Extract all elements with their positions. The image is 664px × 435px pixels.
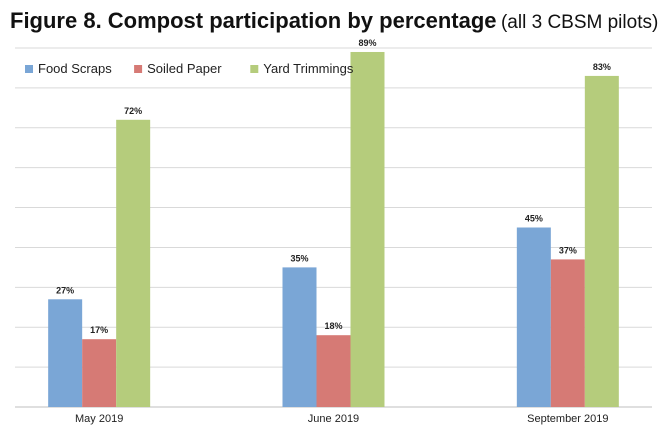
legend-swatch xyxy=(250,65,259,73)
data-label: 72% xyxy=(124,106,142,116)
data-label: 83% xyxy=(593,62,611,72)
chart-title-sub: (all 3 CBSM pilots) xyxy=(500,12,659,33)
data-label: 35% xyxy=(290,253,308,263)
chart-title: Figure 8. Compost participation by perce… xyxy=(10,8,660,34)
bar-soiled-paper xyxy=(82,339,117,407)
bar-food-scraps xyxy=(282,267,317,407)
legend-swatch xyxy=(134,65,143,73)
legend-entry: Soiled Paper xyxy=(147,61,222,76)
x-tick-label: May 2019 xyxy=(75,413,123,425)
bar-soiled-paper xyxy=(550,259,585,407)
legend-entry: Food Scraps xyxy=(38,61,112,76)
bar-soiled-paper xyxy=(316,335,351,407)
legend-swatch xyxy=(25,65,33,73)
bar-food-scraps xyxy=(516,227,551,407)
data-label: 89% xyxy=(358,38,376,48)
bar-yard-trimmings xyxy=(584,75,619,407)
legend-entry: Yard Trimmings xyxy=(263,61,354,76)
data-label: 17% xyxy=(90,325,108,335)
data-label: 45% xyxy=(525,214,543,224)
data-label: 37% xyxy=(559,245,577,255)
bar-yard-trimmings xyxy=(116,119,151,408)
x-tick-label: June 2019 xyxy=(308,413,359,425)
bar-food-scraps xyxy=(48,299,83,407)
bar-yard-trimmings xyxy=(350,51,385,407)
chart-title-main: Figure 8. Compost participation by perce… xyxy=(10,8,497,33)
x-tick-label: September 2019 xyxy=(527,413,608,425)
data-label: 18% xyxy=(324,321,342,331)
data-label: 27% xyxy=(56,285,74,295)
